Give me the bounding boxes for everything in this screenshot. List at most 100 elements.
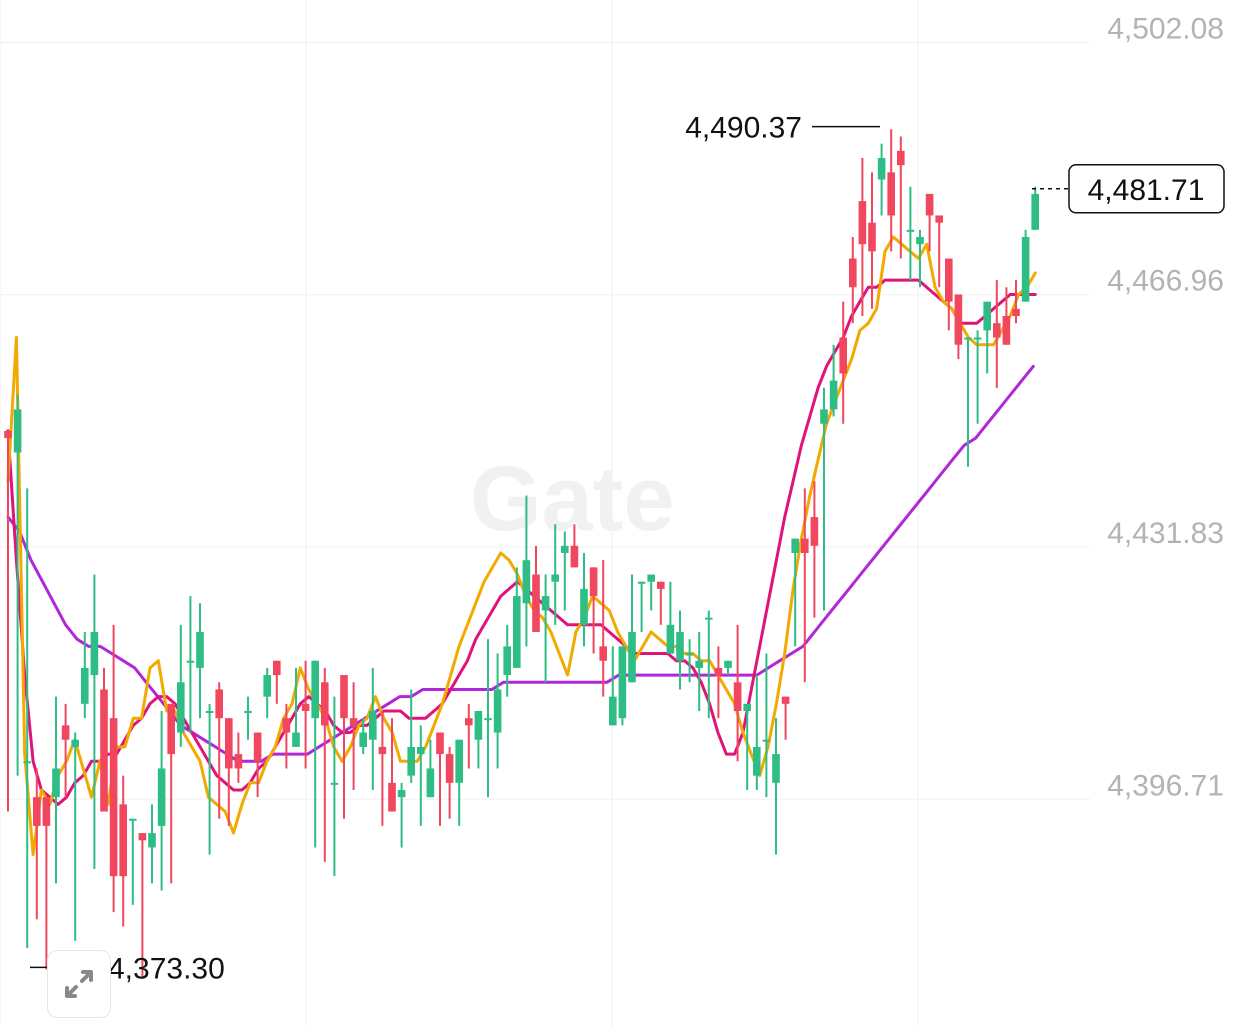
candle-body <box>801 538 809 553</box>
candle-99 <box>954 294 963 360</box>
candle-body <box>148 833 156 848</box>
candle-61 <box>589 567 598 654</box>
candle-4 <box>42 797 51 970</box>
candle-body <box>407 746 415 776</box>
candle-74 <box>714 646 723 719</box>
candle-37 <box>359 718 367 755</box>
candle-body <box>983 301 991 331</box>
candle-body <box>858 201 867 245</box>
candle-20 <box>196 603 204 719</box>
candle-body <box>839 337 847 374</box>
candle-body <box>215 689 223 719</box>
candle-100 <box>964 337 972 467</box>
candle-body <box>321 682 329 726</box>
candle-103 <box>993 280 1001 388</box>
candle-body <box>109 718 118 877</box>
candle-38 <box>369 667 377 790</box>
candle-body <box>138 833 147 841</box>
candle-body <box>897 150 905 166</box>
candle-29 <box>282 703 291 769</box>
candle-51 <box>493 653 502 769</box>
candle-body <box>349 718 358 726</box>
candle-24 <box>234 732 243 783</box>
candle-79 <box>762 653 771 798</box>
candle-64 <box>618 646 627 726</box>
candle-60 <box>580 553 588 647</box>
candle-body <box>829 380 838 410</box>
candle-body <box>484 718 492 721</box>
candle-body <box>973 337 982 340</box>
candle-66 <box>637 581 646 632</box>
candle-46 <box>445 746 454 819</box>
candle-0 <box>4 430 12 812</box>
candle-body <box>724 660 732 668</box>
candle-body <box>570 545 579 568</box>
candle-body <box>340 675 348 719</box>
candle-86 <box>829 344 838 417</box>
candle-body <box>493 689 502 733</box>
candle-12 <box>119 775 127 927</box>
candle-body <box>676 632 684 661</box>
candle-body <box>532 574 540 632</box>
candle-11 <box>109 624 118 913</box>
candle-97 <box>935 215 943 288</box>
candle-body <box>964 337 972 340</box>
candle-body <box>301 703 310 711</box>
candle-body <box>292 732 300 747</box>
candle-body <box>167 703 175 755</box>
candle-107 <box>1031 186 1039 230</box>
candle-49 <box>474 711 483 769</box>
candle-32 <box>311 660 319 848</box>
candle-body <box>753 746 761 776</box>
candle-body <box>733 682 742 711</box>
candle-body <box>503 646 511 676</box>
candle-34 <box>330 696 339 877</box>
candle-body <box>455 739 463 783</box>
candle-body <box>772 754 780 783</box>
candle-body <box>42 797 51 826</box>
candle-28 <box>273 660 281 704</box>
candle-body <box>743 703 751 711</box>
candle-56 <box>541 574 550 683</box>
watermark-logo: Gate <box>470 448 675 550</box>
last-price-box <box>1068 164 1225 214</box>
candle-101 <box>973 330 982 424</box>
candle-body <box>685 653 694 656</box>
candle-69 <box>666 581 675 654</box>
candle-body <box>52 768 60 798</box>
candle-body <box>877 158 886 180</box>
candle-82 <box>791 538 799 647</box>
candle-95 <box>916 229 924 288</box>
y-tick-label-2: 4,431.83 <box>1107 517 1224 550</box>
candle-body <box>781 696 790 704</box>
candle-body <box>273 660 281 676</box>
y-tick-label-3: 4,396.71 <box>1107 769 1224 802</box>
candle-body <box>330 782 339 785</box>
candle-87 <box>839 301 847 424</box>
candle-94 <box>906 186 915 281</box>
candle-25 <box>244 696 252 740</box>
candle-23 <box>225 718 233 826</box>
candle-body <box>1002 316 1011 345</box>
candle-body <box>225 718 233 769</box>
candle-body <box>397 790 406 798</box>
candle-92 <box>887 129 895 252</box>
candle-88 <box>849 237 857 324</box>
candle-42 <box>407 689 415 783</box>
candle-55 <box>532 545 540 632</box>
candle-1 <box>13 395 22 776</box>
candle-body <box>954 294 963 345</box>
candle-body <box>253 732 262 762</box>
candle-22 <box>215 682 223 819</box>
candle-72 <box>695 632 703 711</box>
expand-chart-button[interactable] <box>47 950 111 1018</box>
candle-10 <box>100 667 108 812</box>
candle-36 <box>349 682 358 790</box>
candle-45 <box>436 732 444 826</box>
candle-98 <box>945 258 953 331</box>
candle-body <box>465 718 473 726</box>
candle-3 <box>33 768 41 920</box>
candle-71 <box>685 639 694 683</box>
